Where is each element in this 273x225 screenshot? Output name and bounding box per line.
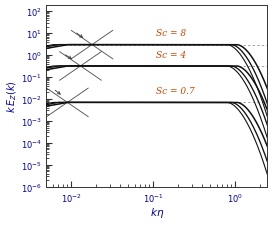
Text: Sc = 8: Sc = 8 xyxy=(156,29,186,38)
Text: Sc = 4: Sc = 4 xyxy=(156,50,186,59)
Y-axis label: $k\,E_Z(k)$: $k\,E_Z(k)$ xyxy=(5,80,19,112)
X-axis label: $k\eta$: $k\eta$ xyxy=(150,205,164,219)
Text: Sc = 0.7: Sc = 0.7 xyxy=(156,86,195,95)
